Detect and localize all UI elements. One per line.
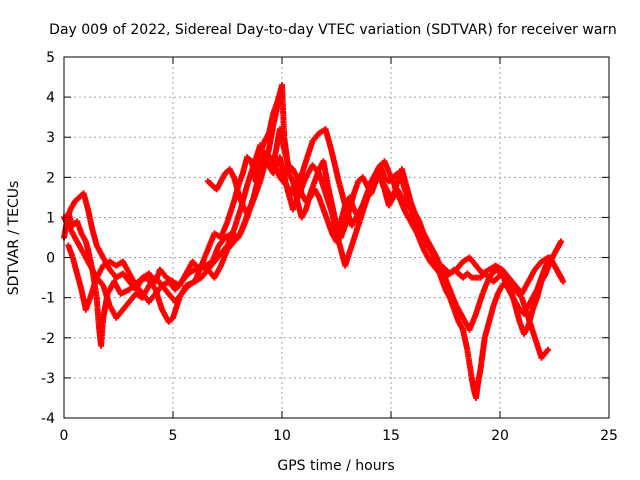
plot-frame <box>63 56 610 419</box>
x-tick-label: 25 <box>600 428 618 444</box>
y-tick-label: -2 <box>41 331 55 347</box>
y-tick-label: -3 <box>41 371 55 387</box>
x-axis-ticks: 0 5 10 15 20 25 <box>60 57 618 444</box>
y-tick-label: 1 <box>46 210 55 226</box>
x-tick-label: 20 <box>491 428 509 444</box>
y-tick-label: 3 <box>46 130 55 146</box>
x-tick-label: 0 <box>60 428 69 444</box>
y-axis-ticks: -4 -3 -2 -1 0 1 2 3 4 5 <box>41 50 609 427</box>
y-tick-label: 2 <box>46 170 55 186</box>
chart-title: Day 009 of 2022, Sidereal Day-to-day VTE… <box>49 22 617 38</box>
y-tick-label: -4 <box>41 411 55 427</box>
y-tick-label: 5 <box>46 50 55 66</box>
y-tick-label: 0 <box>46 251 55 267</box>
x-tick-label: 5 <box>169 428 178 444</box>
x-axis-label: GPS time / hours <box>277 458 394 474</box>
y-axis-label: SDTVAR / TECUs <box>6 181 22 296</box>
x-tick-label: 10 <box>273 428 291 444</box>
data-series <box>61 82 567 401</box>
y-tick-label: 4 <box>46 90 55 106</box>
x-tick-label: 15 <box>382 428 400 444</box>
series-track-e <box>204 94 285 217</box>
y-tick-label: -1 <box>41 291 55 307</box>
data-point-markers <box>204 94 285 217</box>
